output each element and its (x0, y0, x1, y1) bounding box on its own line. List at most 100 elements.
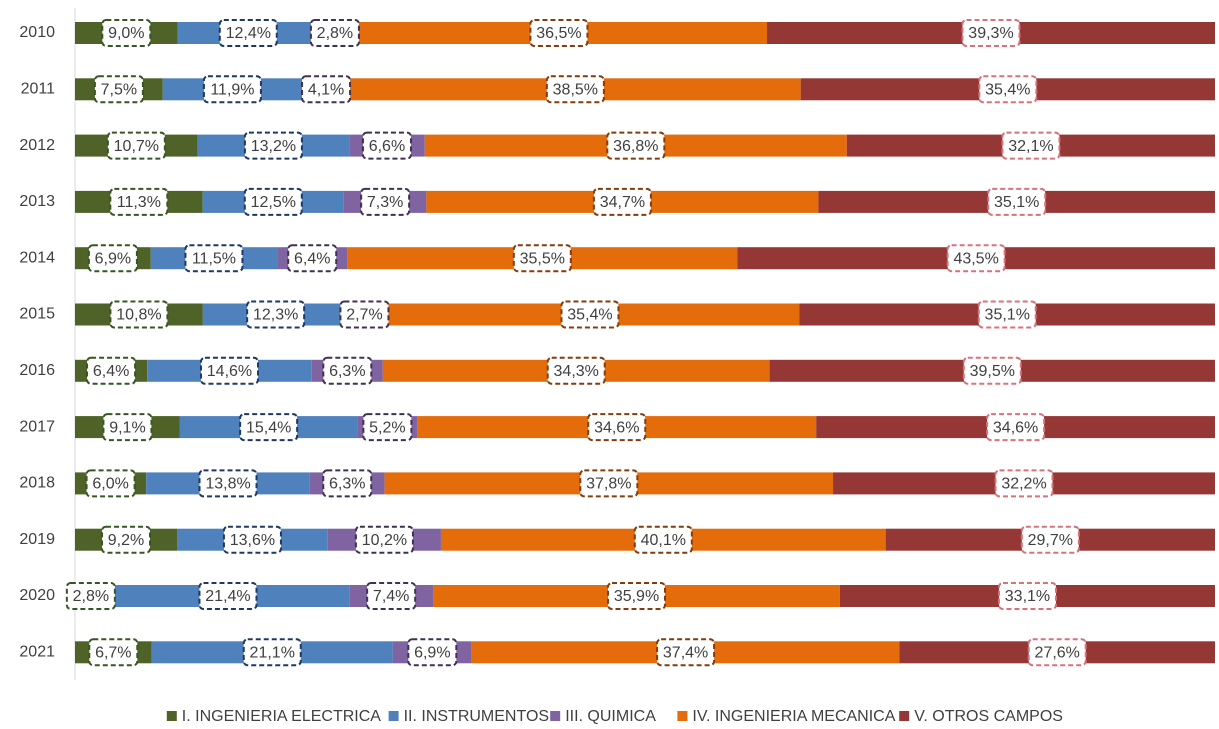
data-label-box (407, 638, 458, 667)
data-label-box (243, 131, 303, 160)
data-label: 27,6% (1035, 645, 1080, 662)
y-tick-label: 2020 (19, 587, 55, 604)
data-label-box (106, 131, 166, 160)
legend-label: II. INSTRUMENTOS (404, 708, 549, 725)
y-tick-label: 2017 (19, 418, 55, 435)
data-label: 38,5% (553, 82, 598, 99)
legend-swatch (388, 711, 399, 721)
data-label: 37,8% (586, 476, 631, 493)
data-label: 4,1% (308, 82, 344, 99)
data-label: 7,3% (367, 194, 403, 211)
data-label-box (287, 244, 338, 273)
data-label: 32,2% (1001, 476, 1046, 493)
data-label: 29,7% (1028, 532, 1073, 549)
data-label-box (354, 525, 414, 554)
data-label-box (961, 19, 1021, 47)
data-label: 39,5% (970, 363, 1015, 380)
data-label: 32,1% (1008, 138, 1053, 155)
data-label: 34,3% (554, 363, 599, 380)
data-label: 10,7% (114, 138, 159, 155)
data-label-box (86, 356, 137, 385)
data-label-box (987, 187, 1047, 216)
data-label-box (109, 300, 169, 329)
data-label-box (529, 19, 589, 47)
data-label: 40,1% (641, 532, 686, 549)
legend-swatch (677, 711, 688, 721)
data-label-box (322, 469, 373, 498)
legend-swatch (550, 711, 561, 721)
data-label-box (1027, 638, 1087, 667)
data-label: 14,6% (207, 363, 252, 380)
data-label: 5,2% (369, 419, 405, 436)
data-label: 37,4% (663, 645, 708, 662)
data-label: 12,3% (253, 307, 298, 324)
data-label: 34,7% (600, 194, 645, 211)
data-label: 6,0% (92, 476, 128, 493)
data-label-box (222, 525, 282, 554)
data-label: 13,2% (251, 138, 296, 155)
data-label-box (978, 75, 1038, 104)
data-label: 21,4% (205, 588, 250, 605)
data-label: 35,1% (985, 307, 1030, 324)
y-tick-label: 2013 (19, 193, 55, 210)
legend-label: I. INGENIERIA ELECTRICA (182, 708, 381, 725)
data-label: 36,8% (613, 138, 658, 155)
legend-label: V. OTROS CAMPOS (914, 708, 1063, 725)
data-label-box (202, 75, 262, 104)
y-tick-label: 2011 (21, 81, 56, 98)
data-label: 21,1% (250, 645, 295, 662)
data-label: 34,6% (993, 419, 1038, 436)
data-label: 11,5% (192, 250, 236, 267)
data-label: 35,1% (994, 194, 1039, 211)
data-label: 6,4% (93, 363, 129, 380)
data-label-box (101, 525, 152, 554)
data-label: 9,2% (108, 532, 144, 549)
data-label-box (545, 75, 605, 104)
y-tick-label: 2019 (19, 531, 55, 548)
data-label: 36,5% (536, 25, 581, 42)
data-label: 6,9% (414, 645, 450, 662)
data-label-box (65, 582, 116, 610)
data-label: 35,4% (985, 82, 1030, 99)
data-label: 34,6% (594, 419, 639, 436)
data-label-box (977, 300, 1037, 329)
data-label-box (361, 131, 412, 160)
data-label: 9,0% (108, 25, 144, 42)
data-label: 15,4% (246, 419, 291, 436)
data-label: 35,9% (614, 588, 659, 605)
data-label-box (633, 525, 693, 554)
data-label-box (366, 582, 417, 610)
legend-swatch (899, 711, 910, 721)
data-label: 6,9% (95, 250, 131, 267)
data-label: 43,5% (953, 250, 998, 267)
data-label: 6,3% (329, 476, 365, 493)
data-label-box (512, 244, 572, 273)
data-label-box (93, 75, 144, 104)
data-label: 13,8% (205, 476, 250, 493)
y-tick-label: 2014 (19, 249, 55, 266)
data-label-box (101, 19, 152, 47)
data-label-box (199, 356, 259, 385)
data-label: 7,5% (101, 82, 137, 99)
data-label: 2,8% (73, 588, 109, 605)
data-label: 12,5% (251, 194, 296, 211)
data-label-box (109, 187, 169, 216)
data-label-box (592, 187, 652, 216)
data-label-box (546, 356, 606, 385)
data-label-box (218, 19, 278, 47)
y-tick-label: 2021 (19, 644, 55, 661)
data-label: 35,4% (567, 307, 612, 324)
data-label: 6,6% (369, 138, 405, 155)
data-label-box (986, 413, 1046, 442)
data-label-box (243, 187, 303, 216)
data-label-box (301, 75, 352, 104)
data-label: 12,4% (226, 25, 271, 42)
data-label: 7,4% (373, 588, 409, 605)
data-label-box (579, 469, 639, 498)
data-label: 13,6% (230, 532, 275, 549)
data-label-box (587, 413, 647, 442)
data-label-box (198, 469, 258, 498)
data-label: 33,1% (1005, 588, 1050, 605)
data-label-box (339, 300, 390, 329)
data-label: 11,3% (117, 194, 161, 211)
